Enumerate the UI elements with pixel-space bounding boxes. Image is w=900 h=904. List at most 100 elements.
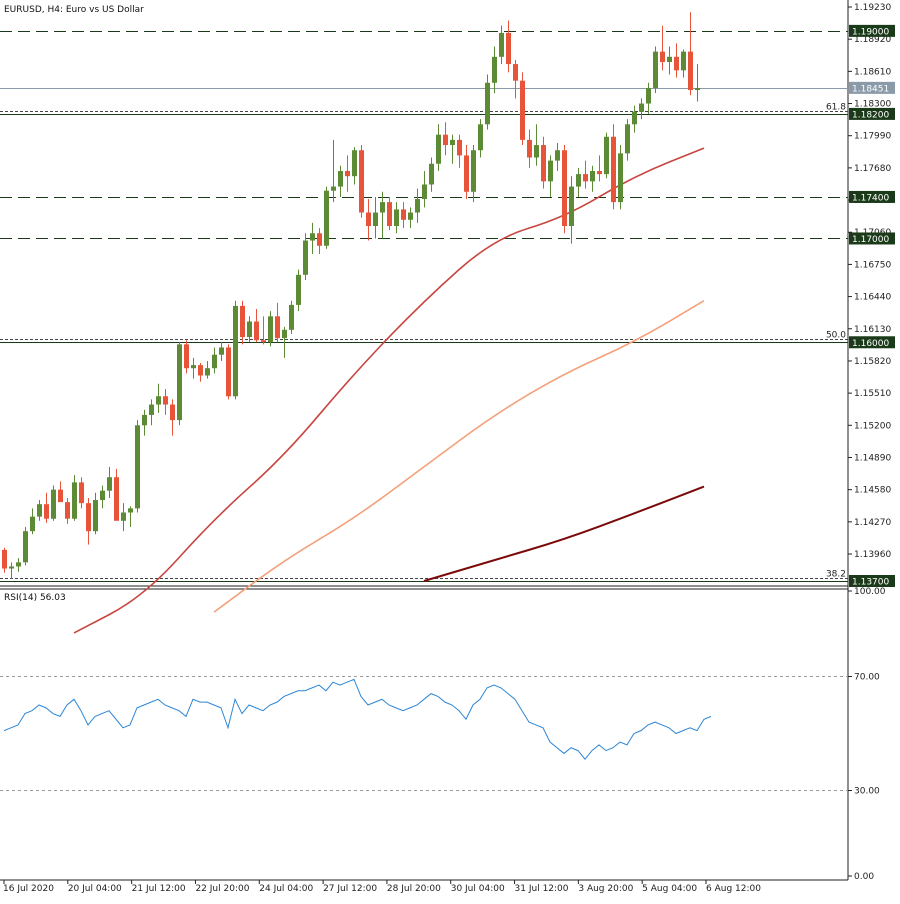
rsi-tick-label: 70.00 bbox=[854, 673, 880, 683]
candle-body bbox=[205, 368, 210, 376]
time-tick-label: 21 Jul 12:00 bbox=[132, 884, 186, 894]
rsi-tick-label: 30.00 bbox=[854, 787, 880, 797]
time-tick-label: 27 Jul 12:00 bbox=[323, 884, 377, 894]
rsi-line bbox=[3, 678, 712, 760]
candle-body bbox=[170, 404, 175, 421]
time-tick-label: 30 Jul 04:00 bbox=[451, 884, 505, 894]
chart-title: EURUSD, H4: Euro vs US Dollar bbox=[4, 5, 144, 15]
current-price-tag-bg bbox=[849, 81, 895, 94]
candle-body bbox=[618, 153, 623, 203]
candle-body bbox=[30, 516, 35, 532]
candle-body bbox=[219, 347, 224, 355]
price-tick-label: 1.13960 bbox=[854, 550, 891, 560]
time-tick-label: 5 Aug 04:00 bbox=[642, 884, 697, 894]
candle-body bbox=[387, 202, 392, 227]
fib-label-5: 38.2 bbox=[826, 570, 846, 580]
candle-body bbox=[562, 150, 567, 227]
time-tick-label: 31 Jul 12:00 bbox=[515, 884, 569, 894]
time-tick-label: 6 Aug 12:00 bbox=[706, 884, 761, 894]
level-tag-2-text: 1.17400 bbox=[852, 193, 889, 203]
candle-body bbox=[632, 111, 637, 125]
candle-body bbox=[681, 51, 686, 71]
candle-body bbox=[576, 174, 581, 187]
candle-body bbox=[149, 404, 154, 415]
candle-body bbox=[2, 549, 7, 569]
candle-body bbox=[639, 103, 644, 112]
time-tick-label: 22 Jul 20:00 bbox=[195, 884, 249, 894]
candle-body bbox=[541, 145, 546, 182]
candle-body bbox=[653, 51, 658, 88]
price-tick-label: 1.15510 bbox=[854, 389, 891, 399]
time-tick-label: 16 Jul 2020 bbox=[3, 884, 54, 894]
candle-body bbox=[121, 512, 126, 521]
candle-body bbox=[443, 134, 448, 146]
candle-body bbox=[184, 344, 189, 369]
moving-averages bbox=[73, 147, 705, 634]
level-tag-4-text: 1.16000 bbox=[852, 339, 889, 349]
candle-body bbox=[373, 212, 378, 227]
candle-body bbox=[65, 502, 70, 519]
candle-body bbox=[359, 150, 364, 213]
candle-body bbox=[114, 477, 119, 521]
candle-body bbox=[331, 186, 336, 191]
candle-body bbox=[275, 316, 280, 339]
candle-body bbox=[51, 489, 56, 519]
price-tick-label: 1.16130 bbox=[854, 325, 891, 335]
candle-body bbox=[303, 240, 308, 275]
candle-body bbox=[611, 136, 616, 203]
level-tag-1-bg bbox=[849, 107, 895, 120]
level-tag-1-text: 1.18200 bbox=[852, 110, 889, 120]
candle-body bbox=[352, 150, 357, 177]
candle-body bbox=[23, 531, 28, 563]
level-tag-4-bg bbox=[849, 336, 895, 349]
rsi-tick-label: 100.00 bbox=[854, 587, 886, 597]
level-tag-0-text: 1.19000 bbox=[852, 27, 889, 37]
candle-body bbox=[163, 396, 168, 405]
candle-body bbox=[457, 139, 462, 156]
level-tag-5-bg bbox=[849, 575, 895, 587]
fib-label-4: 50.0 bbox=[826, 331, 846, 341]
candle-body bbox=[429, 163, 434, 185]
candle-body bbox=[464, 155, 469, 192]
time-axis: 16 Jul 2020 20 Jul 04:00 21 Jul 12:00 22 Ju… bbox=[3, 880, 761, 894]
candle-body bbox=[9, 566, 14, 569]
candle-body bbox=[485, 82, 490, 125]
candle-body bbox=[548, 160, 553, 182]
ma_fast-line bbox=[73, 147, 705, 634]
candle-body bbox=[296, 274, 301, 305]
candle-body bbox=[583, 174, 588, 182]
candle-body bbox=[597, 171, 602, 175]
price-tick-label: 1.18300 bbox=[854, 100, 891, 110]
candle-body bbox=[394, 209, 399, 227]
candle-body bbox=[128, 508, 133, 513]
price-tick-label: 1.16440 bbox=[854, 293, 891, 303]
price-tick-label: 1.18610 bbox=[854, 67, 891, 77]
candle-body bbox=[695, 87, 700, 91]
candle-body bbox=[58, 489, 63, 503]
candle-body bbox=[233, 305, 238, 397]
candle-body bbox=[79, 482, 84, 504]
level-tag-0-bg bbox=[849, 24, 895, 37]
price-tick-label: 1.14890 bbox=[854, 453, 891, 463]
candle-body bbox=[212, 354, 217, 369]
rsi-tick-label: 0.00 bbox=[854, 872, 874, 882]
candle-body bbox=[226, 347, 231, 397]
candle-body bbox=[191, 365, 196, 369]
candle-body bbox=[37, 504, 42, 517]
candle-body bbox=[471, 150, 476, 192]
candle-body bbox=[72, 482, 77, 519]
candle-body bbox=[408, 212, 413, 220]
candle-body bbox=[667, 56, 672, 63]
candle-body bbox=[520, 80, 525, 140]
candle-body bbox=[688, 51, 693, 91]
candle-body bbox=[198, 365, 203, 376]
level-tag-2-bg bbox=[849, 190, 895, 203]
candle-body bbox=[135, 425, 140, 509]
candle-body bbox=[590, 171, 595, 182]
time-tick-label: 24 Jul 04:00 bbox=[259, 884, 313, 894]
candle-body bbox=[107, 477, 112, 491]
candle-body bbox=[492, 56, 497, 83]
